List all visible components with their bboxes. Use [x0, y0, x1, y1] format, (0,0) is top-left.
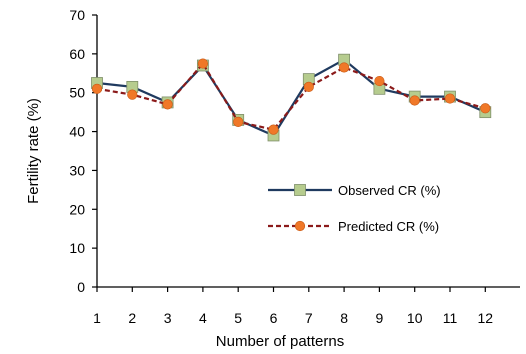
x-tick-label: 12	[478, 310, 494, 326]
data-point	[444, 93, 456, 104]
data-point	[339, 62, 350, 73]
data-point	[162, 99, 173, 110]
data-point	[409, 95, 420, 106]
y-tick-label: 20	[69, 201, 85, 217]
x-tick-label: 6	[270, 310, 278, 326]
x-axis-title: Number of patterns	[216, 333, 344, 350]
x-tick-label: 5	[234, 310, 242, 326]
y-tick-label: 0	[77, 279, 85, 295]
y-tick-label: 40	[69, 124, 85, 140]
x-tick-label: 3	[164, 310, 172, 326]
data-point	[233, 116, 244, 127]
y-tick-label: 50	[69, 85, 85, 101]
legend-item: Observed CR (%)	[268, 183, 441, 198]
y-tick-label: 60	[69, 46, 85, 62]
data-point	[303, 81, 314, 92]
legend-item: Predicted CR (%)	[268, 219, 439, 234]
legend-marker	[294, 184, 306, 196]
y-tick-label: 30	[69, 162, 85, 178]
y-tick-label: 10	[69, 240, 85, 256]
y-axis-ticks: 0 10 20 30 40 50 60 70	[69, 7, 97, 295]
x-tick-label: 2	[128, 310, 136, 326]
series-layer	[91, 53, 492, 142]
x-tick-label: 7	[305, 310, 313, 326]
data-point	[374, 75, 385, 87]
data-point	[127, 89, 138, 100]
x-tick-label: 1	[93, 310, 101, 326]
x-tick-label: 9	[376, 310, 384, 326]
legend-marker	[294, 220, 306, 232]
x-axis-ticks: 1 2 3 4 5 6 7 8 9 10 11 12	[93, 287, 493, 326]
x-tick-label: 4	[199, 310, 207, 326]
legend-label: Observed CR (%)	[338, 183, 441, 198]
series-line	[96, 58, 486, 137]
series-line	[96, 61, 486, 131]
legend: Observed CR (%) Predicted CR (%)	[268, 183, 441, 234]
data-point	[91, 83, 103, 94]
x-tick-label: 11	[443, 310, 458, 326]
y-axis-title: Fertility rate (%)	[25, 98, 42, 204]
data-point	[197, 58, 208, 69]
legend-label: Predicted CR (%)	[338, 219, 439, 234]
data-point	[480, 103, 491, 114]
axes	[96, 15, 520, 288]
x-tick-label: 8	[340, 310, 348, 326]
y-tick-label: 70	[69, 7, 85, 23]
x-tick-label: 10	[407, 310, 423, 326]
series-predicted	[91, 58, 491, 135]
series-observed	[91, 53, 492, 142]
data-point	[268, 124, 279, 135]
